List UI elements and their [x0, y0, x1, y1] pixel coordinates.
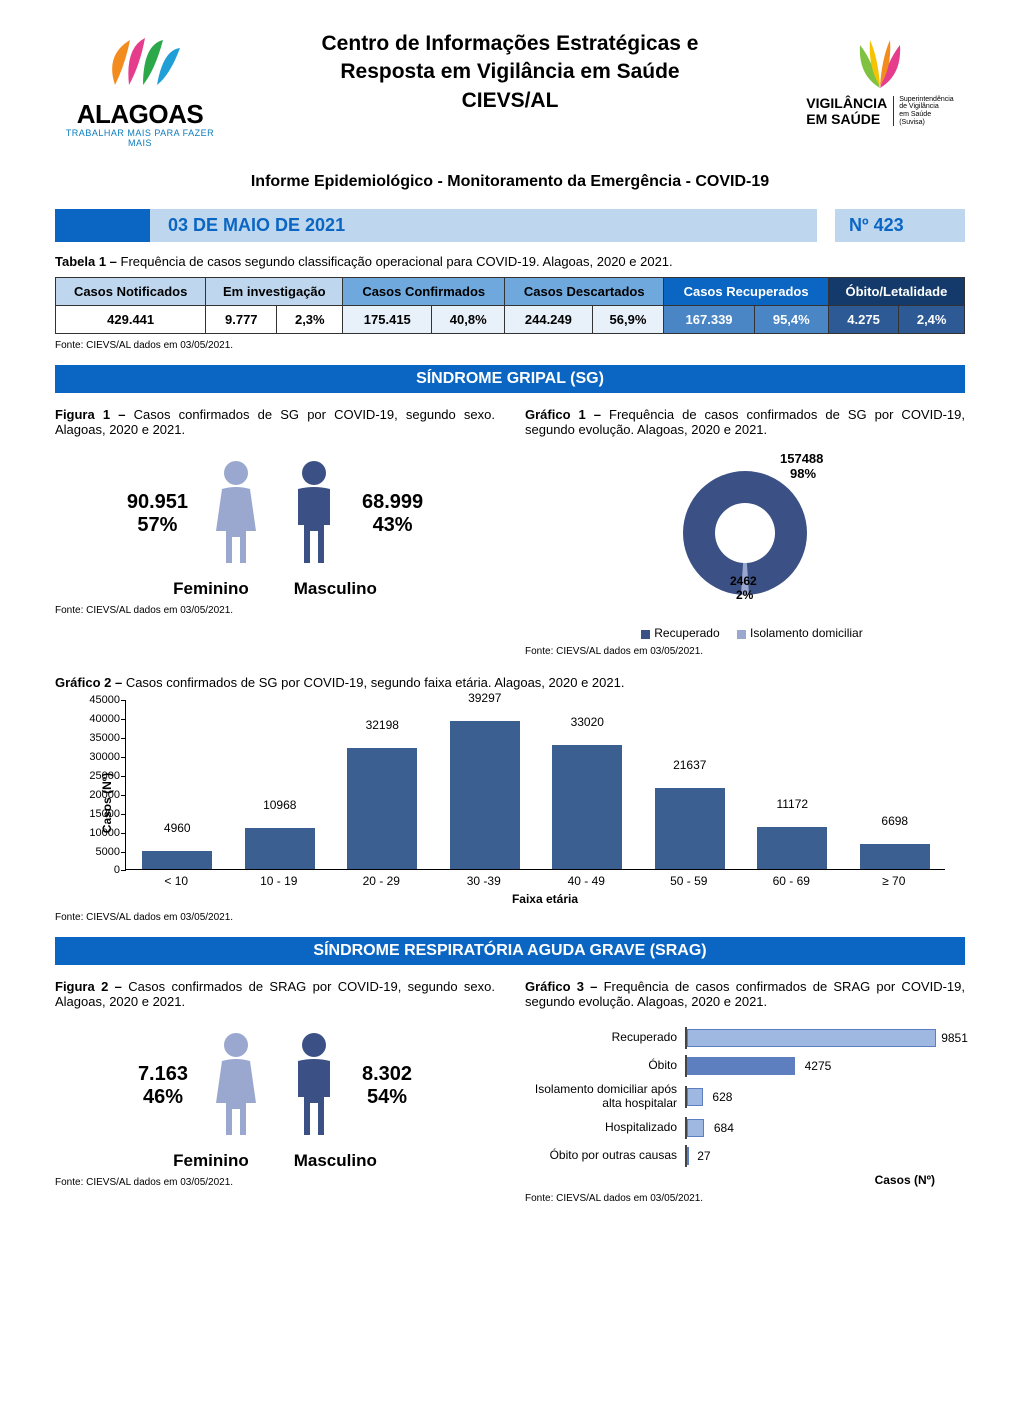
fem2-p: 46%	[138, 1086, 188, 1109]
legend-isolamento: Isolamento domiciliar	[750, 626, 863, 640]
th-investigacao: Em investigação	[206, 278, 343, 306]
donut-big-p: 98%	[790, 466, 816, 481]
logo-vigilancia: VIGILÂNCIA EM SAÚDE Superintendência de …	[795, 30, 965, 127]
alagoas-text: ALAGOAS	[55, 103, 225, 126]
table1-source: Fonte: CIEVS/AL dados em 03/05/2021.	[55, 340, 965, 351]
donut-small-n: 2462	[730, 574, 757, 588]
vig-label-2: EM SAÚDE	[806, 111, 887, 127]
th-recuperados: Casos Recuperados	[664, 278, 829, 306]
mas-p: 43%	[362, 514, 423, 537]
fem2-label: Feminino	[173, 1151, 249, 1171]
mas2-p: 54%	[362, 1086, 412, 1109]
fig2-caption: Figura 2 – Casos confirmados de SRAG por…	[55, 979, 495, 1009]
logo-alagoas: ALAGOAS TRABALHAR MAIS PARA FAZER MAIS	[55, 30, 225, 148]
td-invest-n: 9.777	[206, 306, 277, 334]
hbar-chart: Recuperado9851Óbito4275Isolamento domici…	[525, 1027, 965, 1187]
donut-small-p: 2%	[736, 588, 754, 602]
fem-n: 90.951	[127, 491, 188, 514]
td-notificados: 429.441	[56, 306, 206, 334]
male-icon	[284, 459, 344, 569]
td-recup-p: 95,4%	[754, 306, 828, 334]
female-icon	[206, 1031, 266, 1141]
vig-side-2: de Vigilância	[899, 103, 954, 111]
section-sg: SÍNDROME GRIPAL (SG)	[55, 365, 965, 393]
female-icon	[206, 459, 266, 569]
graf2-source: Fonte: CIEVS/AL dados em 03/05/2021.	[55, 912, 965, 923]
td-obito-n: 4.275	[828, 306, 899, 334]
td-conf-n: 175.415	[343, 306, 432, 334]
mas-n: 68.999	[362, 491, 423, 514]
report-number: Nº 423	[835, 209, 965, 242]
fig2-persons: 7.163 46% 8.302 54%	[55, 1031, 495, 1141]
td-invest-p: 2,3%	[277, 306, 343, 334]
report-date: 03 DE MAIO DE 2021	[150, 209, 817, 242]
fem-p: 57%	[127, 514, 188, 537]
title-line-3: CIEVS/AL	[255, 87, 765, 115]
graf3-caption: Gráfico 3 – Frequência de casos confirma…	[525, 979, 965, 1009]
title-line-1: Centro de Informações Estratégicas e	[255, 30, 765, 58]
th-descartados: Casos Descartados	[505, 278, 664, 306]
date-bar: 03 DE MAIO DE 2021 Nº 423	[55, 209, 965, 242]
header-title: Centro de Informações Estratégicas e Res…	[245, 30, 775, 115]
mas2-n: 8.302	[362, 1063, 412, 1086]
male-icon	[284, 1031, 344, 1141]
graf1-caption: Gráfico 1 – Frequência de casos confirma…	[525, 407, 965, 437]
td-conf-p: 40,8%	[432, 306, 505, 334]
vig-side-1: Superintendência	[899, 96, 954, 104]
vig-side-4: (Suvisa)	[899, 119, 954, 127]
mas2-label: Masculino	[294, 1151, 377, 1171]
bar-chart: Casos (Nº)050001000015000200002500030000…	[55, 700, 965, 906]
graf3-source: Fonte: CIEVS/AL dados em 03/05/2021.	[525, 1193, 965, 1204]
graf2-caption: Gráfico 2 – Casos confirmados de SG por …	[55, 675, 965, 690]
fig1-caption: Figura 1 – Casos confirmados de SG por C…	[55, 407, 495, 437]
donut-chart: 157488 98% 2462 2% Recuperado Isolamento…	[525, 445, 965, 640]
header: ALAGOAS TRABALHAR MAIS PARA FAZER MAIS C…	[55, 30, 965, 148]
section-srag: SÍNDROME RESPIRATÓRIA AGUDA GRAVE (SRAG)	[55, 937, 965, 965]
th-obito: Óbito/Letalidade	[828, 278, 964, 306]
subtitle: Informe Epidemiológico - Monitoramento d…	[55, 173, 965, 191]
vig-label-1: VIGILÂNCIA	[806, 95, 887, 111]
alagoas-tagline: TRABALHAR MAIS PARA FAZER MAIS	[55, 128, 225, 148]
td-obito-p: 2,4%	[899, 306, 965, 334]
donut-legend: Recuperado Isolamento domiciliar	[525, 626, 965, 640]
fem-label: Feminino	[173, 579, 249, 599]
date-bar-accent	[55, 209, 150, 242]
graf1-source: Fonte: CIEVS/AL dados em 03/05/2021.	[525, 646, 965, 657]
fig1-source: Fonte: CIEVS/AL dados em 03/05/2021.	[55, 605, 495, 616]
table1-caption: Tabela 1 – Frequência de casos segundo c…	[55, 254, 965, 269]
th-confirmados: Casos Confirmados	[343, 278, 505, 306]
table1: Casos Notificados Em investigação Casos …	[55, 277, 965, 334]
donut-big-n: 157488	[780, 451, 823, 466]
td-recup-n: 167.339	[664, 306, 754, 334]
th-notificados: Casos Notificados	[56, 278, 206, 306]
fem2-n: 7.163	[138, 1063, 188, 1086]
title-line-2: Resposta em Vigilância em Saúde	[255, 58, 765, 86]
legend-recuperado: Recuperado	[654, 626, 719, 640]
mas-label: Masculino	[294, 579, 377, 599]
vig-side-3: em Saúde	[899, 111, 954, 119]
fig1-persons: 90.951 57% 68.999 43%	[55, 459, 495, 569]
td-desc-p: 56,9%	[592, 306, 664, 334]
fig2-source: Fonte: CIEVS/AL dados em 03/05/2021.	[55, 1177, 495, 1188]
td-desc-n: 244.249	[505, 306, 592, 334]
